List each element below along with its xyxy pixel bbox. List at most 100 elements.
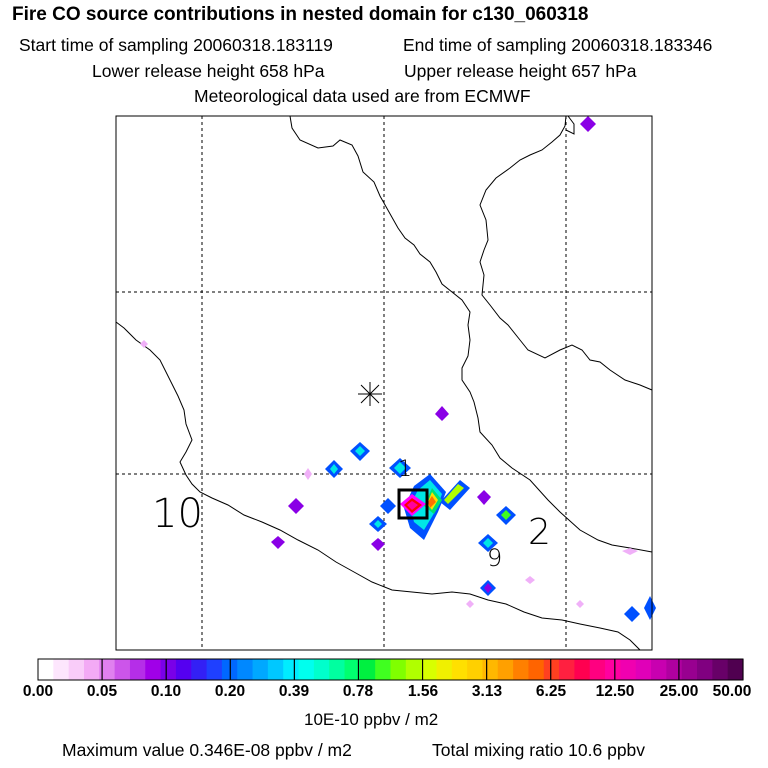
colorbar-swatch — [574, 659, 591, 680]
plume-cell — [394, 462, 406, 474]
colorbar-swatch — [252, 659, 269, 680]
plume-cell — [501, 510, 511, 520]
met-data-text: Meteorological data used are from ECMWF — [194, 86, 531, 106]
map-label: 9 — [487, 544, 502, 572]
colorbar-swatch — [528, 659, 545, 680]
end-sampling-text: End time of sampling 20060318.183346 — [403, 35, 713, 55]
colorbar-swatch — [313, 659, 330, 680]
plume-cell — [288, 498, 304, 514]
colorbar-swatch — [160, 659, 177, 680]
plume-cell — [477, 490, 491, 505]
colorbar-swatch — [298, 659, 315, 680]
colorbar-swatch — [145, 659, 162, 680]
colorbar-tick-label: 3.13 — [471, 683, 503, 700]
colorbar-swatch — [191, 659, 208, 680]
colorbar-swatch — [467, 659, 484, 680]
colorbar-swatch — [405, 659, 422, 680]
colorbar-swatch — [727, 659, 744, 680]
plume-cell — [140, 340, 148, 348]
plume-cell — [576, 600, 584, 608]
colorbar-tick-label: 0.39 — [278, 683, 310, 700]
colorbar-swatch — [543, 659, 560, 680]
colorbar-swatch — [375, 659, 392, 680]
colorbar-unit-label: 10E-10 ppbv / m2 — [304, 710, 439, 729]
map-gridlines — [116, 116, 652, 650]
colorbar-swatch — [68, 659, 85, 680]
colorbar-swatch — [482, 659, 499, 680]
colorbar-swatch — [344, 659, 361, 680]
colorbar-swatch — [329, 659, 346, 680]
plume-cell — [580, 116, 596, 132]
colorbar-tick-label: 0.05 — [86, 683, 118, 700]
colorbar-swatch — [283, 659, 300, 680]
coastlines — [115, 115, 653, 651]
plume-cell — [483, 538, 493, 548]
plume-cell — [484, 583, 492, 593]
start-sampling-text: Start time of sampling 20060318.183119 — [19, 35, 333, 55]
colorbar-swatch — [451, 659, 468, 680]
plume-cell — [624, 606, 640, 622]
colorbar-tick-label: 0.20 — [214, 683, 246, 700]
colorbar-swatch — [697, 659, 713, 680]
sampling-box-marker — [397, 488, 429, 520]
colorbar-swatch — [681, 659, 698, 680]
plume-cell — [644, 596, 656, 620]
colorbar-swatch — [620, 659, 637, 680]
colorbar-swatch — [267, 659, 284, 680]
colorbar-swatch — [559, 659, 576, 680]
map-label: 10 — [152, 491, 203, 537]
total-mixing-ratio-text: Total mixing ratio 10.6 ppbv — [432, 740, 646, 760]
colorbar-swatch — [589, 659, 606, 680]
colorbar-tick-label: 12.50 — [595, 683, 635, 700]
plume-cells — [140, 116, 656, 622]
colorbar-swatch — [83, 659, 100, 680]
lower-release-text: Lower release height 658 hPa — [92, 61, 325, 81]
colorbar-swatch — [513, 659, 530, 680]
plume-cell — [355, 446, 365, 456]
plume-cell — [380, 498, 396, 514]
plume-cell — [374, 520, 382, 528]
map-frame — [115, 115, 653, 651]
colorbar-swatch — [497, 659, 514, 680]
colorbar-tick-label: 0.10 — [150, 683, 182, 700]
plume-cell — [622, 548, 638, 555]
colorbar-swatch — [359, 659, 376, 680]
plume-cell — [271, 536, 285, 549]
colorbar-swatch — [38, 659, 54, 680]
plume-cell — [407, 501, 418, 510]
colorbar-swatch — [175, 659, 192, 680]
colorbar-swatch — [53, 659, 70, 680]
colorbar-swatch — [99, 659, 116, 680]
release-location-marker — [358, 382, 382, 406]
colorbar-swatch — [635, 659, 652, 680]
colorbar-tick-label: 0.00 — [22, 683, 54, 700]
upper-release-text: Upper release height 657 hPa — [404, 61, 637, 81]
colorbar-tick-label: 1.56 — [407, 683, 439, 700]
chart-title: Fire CO source contributions in nested d… — [12, 4, 589, 25]
plume-cell — [525, 576, 535, 584]
colorbar-swatch — [206, 659, 223, 680]
colorbar-swatch — [436, 659, 453, 680]
plume-cell — [330, 464, 338, 474]
colorbar-swatch — [114, 659, 131, 680]
colorbar-swatch — [651, 659, 667, 680]
plume-cell — [304, 468, 312, 480]
colorbar-frame — [37, 658, 744, 681]
colorbar-tick-label: 50.00 — [712, 683, 752, 700]
colorbar-tick-label: 0.78 — [342, 683, 374, 700]
plume-cell — [435, 406, 449, 421]
colorbar-swatch — [605, 659, 621, 680]
map-label: 2 — [528, 512, 551, 553]
colorbar-tick-label: 6.25 — [535, 683, 567, 700]
plume-cell — [371, 538, 385, 551]
map-label: 1 — [398, 457, 412, 482]
colorbar-swatch — [390, 659, 407, 680]
colorbar-swatch — [237, 659, 254, 680]
colorbar-tick-label: 25.00 — [659, 683, 699, 700]
colorbar-swatch — [666, 659, 683, 680]
colorbar-swatch — [129, 659, 146, 680]
plume-cell — [428, 496, 436, 508]
plume-cell — [444, 484, 464, 504]
